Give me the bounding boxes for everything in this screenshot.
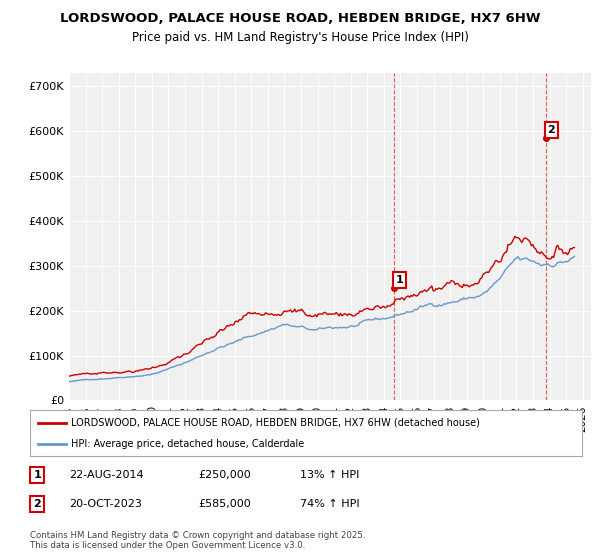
Text: 2: 2 — [547, 125, 555, 135]
Text: 1: 1 — [34, 470, 41, 480]
Text: Contains HM Land Registry data © Crown copyright and database right 2025.
This d: Contains HM Land Registry data © Crown c… — [30, 531, 365, 550]
Text: £585,000: £585,000 — [198, 499, 251, 509]
Text: 20-OCT-2023: 20-OCT-2023 — [69, 499, 142, 509]
Text: 1: 1 — [395, 275, 403, 285]
Text: Price paid vs. HM Land Registry's House Price Index (HPI): Price paid vs. HM Land Registry's House … — [131, 31, 469, 44]
Text: LORDSWOOD, PALACE HOUSE ROAD, HEBDEN BRIDGE, HX7 6HW: LORDSWOOD, PALACE HOUSE ROAD, HEBDEN BRI… — [60, 12, 540, 25]
Text: 2: 2 — [34, 499, 41, 509]
Text: 22-AUG-2014: 22-AUG-2014 — [69, 470, 143, 480]
Text: 13% ↑ HPI: 13% ↑ HPI — [300, 470, 359, 480]
Text: £250,000: £250,000 — [198, 470, 251, 480]
Text: LORDSWOOD, PALACE HOUSE ROAD, HEBDEN BRIDGE, HX7 6HW (detached house): LORDSWOOD, PALACE HOUSE ROAD, HEBDEN BRI… — [71, 418, 480, 428]
Text: 74% ↑ HPI: 74% ↑ HPI — [300, 499, 359, 509]
Text: HPI: Average price, detached house, Calderdale: HPI: Average price, detached house, Cald… — [71, 439, 305, 449]
